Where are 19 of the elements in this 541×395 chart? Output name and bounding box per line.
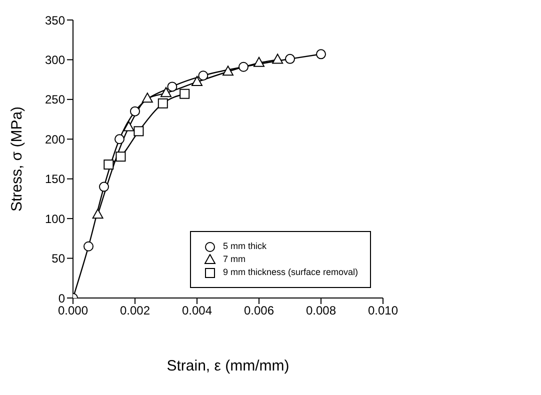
x-tick-label: 0.008: [306, 304, 336, 318]
legend-label: 7 mm: [222, 253, 246, 266]
x-tick-label: 0.004: [182, 304, 212, 318]
y-tick-label: 200: [44, 132, 66, 146]
y-tick-label: 300: [44, 52, 66, 67]
legend-label: 9 mm thickness (surface removal): [222, 266, 358, 279]
x-tick-label: 0.010: [368, 304, 398, 318]
y-tick-label: 350: [44, 13, 66, 28]
x-tick-label: 0.002: [120, 304, 150, 318]
x-tick-label: 0.006: [244, 304, 274, 318]
y-tick-label: 100: [44, 212, 66, 226]
y-axis-title: Stress, σ (MPa): [8, 106, 26, 212]
x-tick-label: 0.000: [58, 304, 88, 318]
y-tick-label: 0: [58, 291, 66, 306]
legend-label: 5 mm thick: [222, 240, 266, 253]
y-tick-label: 150: [44, 172, 66, 186]
y-tick-label: 50: [52, 252, 66, 266]
y-tick-label: 250: [44, 92, 66, 107]
x-axis-title: Strain, ε (mm/mm): [166, 358, 290, 375]
